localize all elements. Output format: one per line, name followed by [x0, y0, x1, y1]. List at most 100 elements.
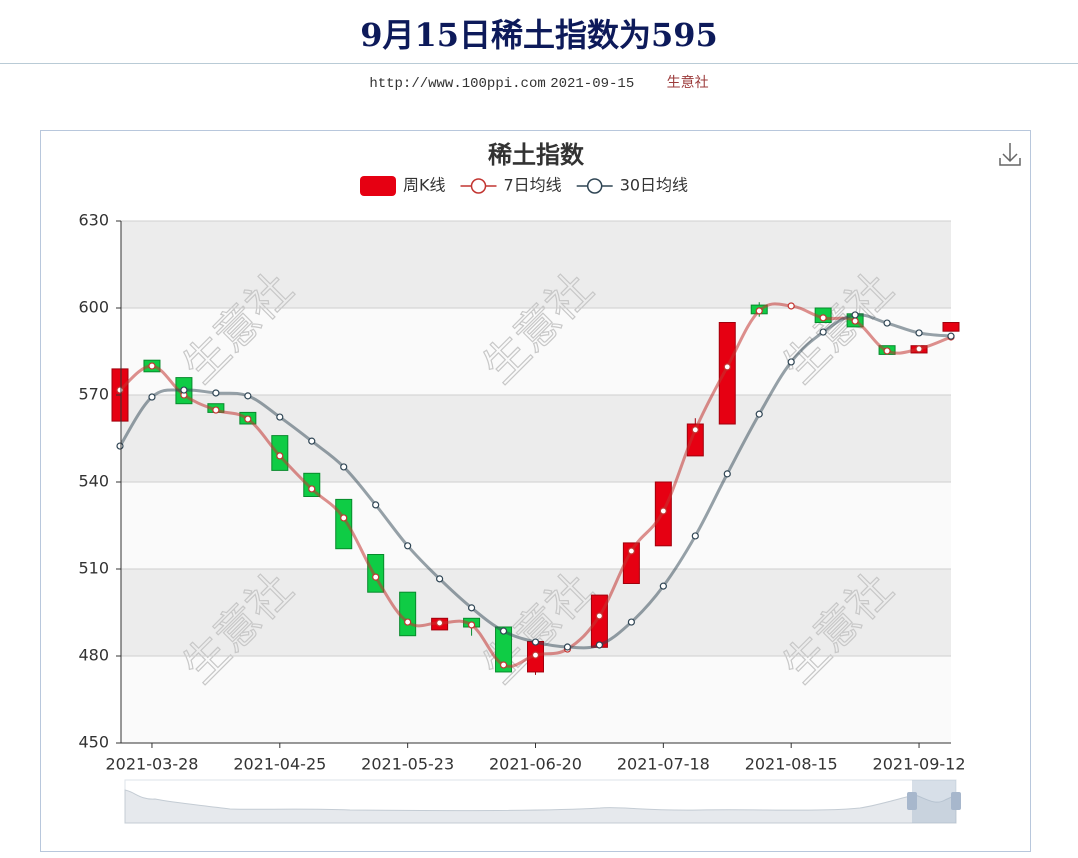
candle-body [335, 498, 353, 550]
candle-body [654, 481, 672, 547]
y-tick-label: 450 [78, 733, 109, 752]
ma-point [659, 507, 667, 515]
ma-point [308, 485, 316, 493]
watermark: 生意社 [174, 564, 303, 693]
header-subtitle: http://www.100ppi.com 2021-09-15 生意社 [0, 72, 1078, 92]
candle-body [239, 411, 257, 425]
zoom-slider [124, 779, 961, 824]
chart-frame [40, 130, 1031, 852]
ma-point [947, 333, 955, 341]
watermark: 生意社 [174, 264, 303, 393]
ma-point [212, 389, 220, 397]
candle-body [271, 435, 289, 471]
ma-point [372, 573, 380, 581]
plot-band [121, 221, 951, 308]
ma-point [467, 604, 476, 612]
watermark: 生意社 [774, 264, 903, 393]
ma-point [755, 307, 763, 315]
ma-point [659, 582, 667, 590]
ma-point [787, 302, 795, 310]
watermark: 生意社 [474, 564, 603, 693]
x-tick-label: 2021-08-15 [745, 755, 838, 774]
ma-point [180, 391, 188, 399]
download-icon[interactable] [999, 143, 1021, 166]
plot-band [121, 656, 951, 743]
ma-point [340, 514, 348, 522]
x-tick-label: 2021-03-28 [105, 755, 198, 774]
ma-point [915, 345, 923, 353]
candle-body [910, 345, 928, 354]
ma-point [276, 413, 284, 421]
ma-point [531, 638, 540, 646]
ma-line [118, 313, 952, 650]
candle-body [814, 307, 832, 323]
source-name[interactable]: 生意社 [666, 75, 709, 91]
ma-point [340, 463, 348, 471]
x-tick-label: 2021-06-20 [489, 755, 582, 774]
ma-point [404, 542, 412, 550]
ma-point [787, 358, 795, 366]
ma-point [883, 319, 891, 327]
ma-point [563, 643, 572, 651]
legend: 周K线 7日均线 30日均线 [360, 176, 688, 196]
y-tick-label: 540 [78, 472, 109, 491]
ma-point [499, 627, 508, 635]
ma-point [595, 641, 604, 649]
slider-handle[interactable] [907, 792, 917, 810]
ma-point [947, 332, 955, 340]
ma-point [308, 437, 316, 445]
page-title: 9月15日稀土指数为595 [360, 16, 718, 54]
candle-body [175, 377, 193, 405]
ma-point [851, 317, 859, 325]
ma-point [563, 645, 572, 653]
header-rule [0, 63, 1078, 64]
plot-bands [121, 221, 951, 743]
ma-point [883, 347, 891, 355]
legend-label: 7日均线 [504, 176, 562, 195]
slider-window[interactable] [912, 780, 956, 823]
marks [111, 302, 960, 675]
ma-point [467, 621, 476, 629]
candle-body [878, 345, 896, 355]
x-tick-label: 2021-04-25 [233, 755, 326, 774]
ma-point [723, 470, 731, 478]
ma-point [148, 393, 156, 401]
ma-point [436, 619, 444, 627]
slider-track [124, 779, 957, 824]
candle-body [111, 368, 129, 422]
ma-point [531, 651, 540, 659]
y-tick-label: 480 [78, 646, 109, 665]
ma-point [276, 452, 284, 460]
legend-swatch [360, 176, 396, 196]
y-tick-label: 600 [78, 298, 109, 317]
candle-body [846, 313, 864, 328]
candle-body [686, 423, 704, 457]
ma-line [119, 302, 952, 668]
legend-swatch [586, 178, 603, 194]
ma-point [627, 547, 635, 555]
ma-point [499, 661, 508, 669]
candle-body [622, 542, 640, 585]
candle-body [495, 626, 513, 673]
ma-point [819, 328, 827, 336]
ma-point [244, 392, 252, 400]
ma-point [212, 406, 220, 414]
candle-body [399, 591, 417, 637]
source-date: 2021-09-15 [550, 76, 635, 92]
legend-swatch [470, 178, 487, 194]
legend-label: 30日均线 [620, 176, 688, 195]
ma-point [723, 363, 731, 371]
candle-body [463, 617, 481, 628]
slider-handle[interactable] [951, 792, 961, 810]
candle-body [527, 641, 544, 673]
candle-body [303, 472, 321, 497]
plot-band [121, 569, 951, 656]
ma-point [148, 362, 156, 370]
ma-point [116, 442, 124, 450]
grid [121, 220, 951, 744]
ma-point [755, 410, 763, 418]
ma-point [691, 426, 699, 434]
